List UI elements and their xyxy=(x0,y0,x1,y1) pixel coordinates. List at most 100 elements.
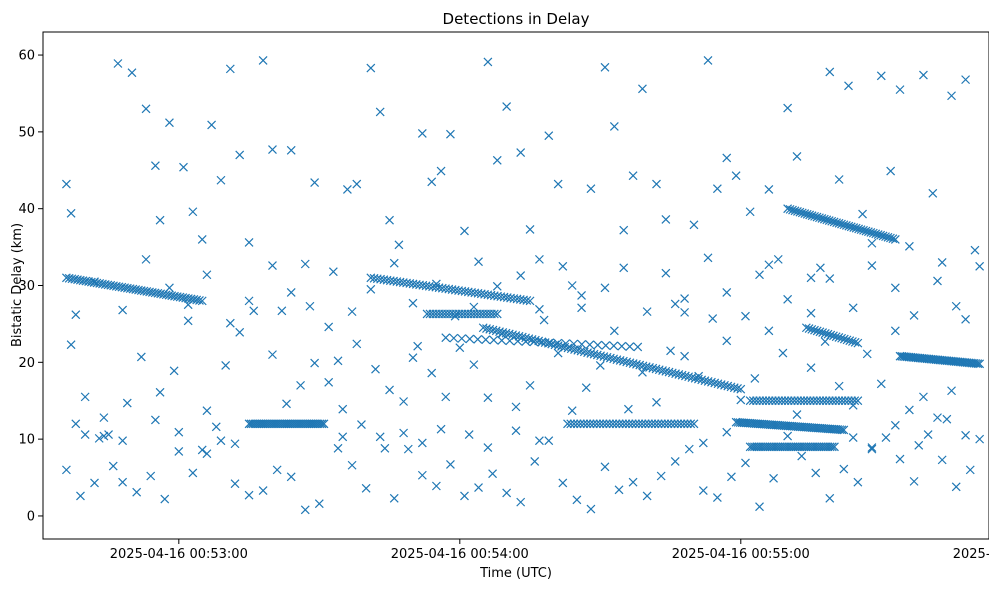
data-point xyxy=(784,442,794,452)
data-point xyxy=(965,465,975,475)
data-point xyxy=(792,152,802,161)
data-point xyxy=(600,283,610,293)
data-point xyxy=(871,229,881,239)
data-point xyxy=(825,442,835,452)
data-point xyxy=(904,405,914,415)
data-point xyxy=(511,402,521,412)
data-point xyxy=(90,277,99,287)
data-point xyxy=(716,380,726,389)
data-point xyxy=(804,442,813,452)
data-point xyxy=(66,208,76,218)
data-point xyxy=(731,171,741,181)
y-tick-label: 10 xyxy=(18,433,35,448)
data-point xyxy=(909,311,919,320)
data-point xyxy=(572,419,582,429)
data-point xyxy=(808,442,818,452)
data-point xyxy=(431,279,441,289)
data-point xyxy=(818,328,828,338)
data-point xyxy=(778,348,788,358)
data-point xyxy=(767,396,777,406)
data-point xyxy=(856,225,866,235)
data-point xyxy=(631,419,641,429)
data-point xyxy=(566,419,576,429)
data-point xyxy=(831,332,841,342)
data-point xyxy=(658,366,667,375)
data-point xyxy=(441,392,451,402)
data-point xyxy=(513,336,523,346)
data-point xyxy=(286,472,296,482)
data-point xyxy=(132,487,142,497)
data-point xyxy=(617,341,627,351)
data-point xyxy=(664,367,674,377)
data-point xyxy=(286,287,296,297)
data-point xyxy=(698,486,708,496)
data-point xyxy=(601,340,611,350)
data-point xyxy=(258,486,268,496)
data-point xyxy=(909,476,919,486)
data-point xyxy=(80,392,90,402)
data-point xyxy=(890,326,900,336)
data-point xyxy=(338,404,348,414)
data-point xyxy=(457,334,467,343)
data-point xyxy=(815,396,825,406)
data-point xyxy=(319,419,329,429)
data-point xyxy=(825,67,835,77)
data-point xyxy=(235,327,245,337)
y-tick-label: 20 xyxy=(18,356,35,371)
data-point xyxy=(165,283,174,293)
data-point xyxy=(881,232,890,242)
data-point xyxy=(469,302,479,312)
data-point xyxy=(783,396,793,406)
data-point xyxy=(221,360,231,370)
data-point xyxy=(529,337,539,347)
data-point xyxy=(801,323,811,333)
y-tick-label: 50 xyxy=(18,125,35,140)
data-point xyxy=(534,304,544,314)
data-point xyxy=(807,211,817,221)
data-point xyxy=(861,226,871,236)
y-axis-label: Bistatic Delay (km) xyxy=(10,223,25,347)
data-point xyxy=(621,419,631,429)
data-point xyxy=(645,362,654,372)
data-point xyxy=(859,225,868,235)
data-point xyxy=(544,436,554,446)
data-point xyxy=(561,339,571,348)
data-point xyxy=(792,207,802,216)
data-point xyxy=(876,230,886,240)
data-point xyxy=(741,458,750,468)
data-point xyxy=(666,346,675,356)
data-point xyxy=(300,259,310,269)
data-point xyxy=(698,438,708,448)
data-point xyxy=(680,371,690,381)
data-point xyxy=(544,131,554,141)
data-point xyxy=(774,396,784,406)
data-point xyxy=(553,348,563,358)
data-point xyxy=(867,261,877,270)
data-point xyxy=(502,102,512,111)
data-point xyxy=(577,303,586,313)
data-point xyxy=(809,396,818,406)
data-point xyxy=(971,359,981,368)
data-point xyxy=(747,442,757,452)
data-point xyxy=(589,349,599,359)
data-point xyxy=(888,234,898,244)
data-point xyxy=(492,155,502,165)
data-point xyxy=(441,333,451,343)
data-point xyxy=(608,419,618,429)
data-point xyxy=(230,439,240,449)
data-point xyxy=(609,341,619,351)
data-point xyxy=(670,456,680,466)
data-point xyxy=(773,442,783,452)
data-point xyxy=(904,241,914,251)
data-point xyxy=(338,432,348,442)
data-point xyxy=(305,301,315,311)
data-point xyxy=(933,413,942,423)
data-point xyxy=(136,352,146,362)
data-point xyxy=(815,263,825,273)
data-point xyxy=(609,354,619,364)
data-point xyxy=(563,343,573,353)
data-point xyxy=(683,419,692,429)
data-point xyxy=(579,347,589,357)
data-point xyxy=(417,128,427,138)
data-point xyxy=(758,396,768,406)
